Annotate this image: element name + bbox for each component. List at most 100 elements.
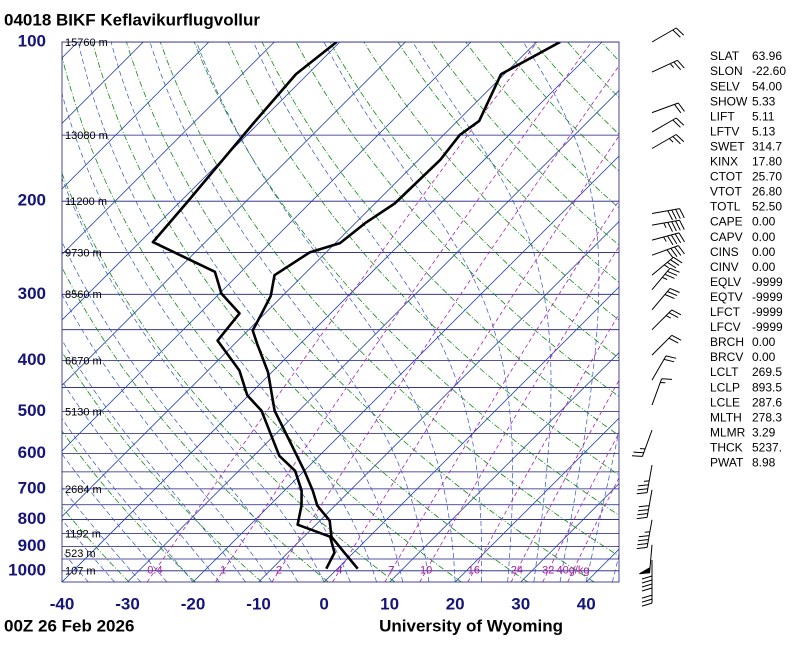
stat-label: CINV — [710, 260, 739, 274]
stat-label: MLTH — [710, 410, 742, 424]
stat-value: -22.60 — [752, 64, 786, 78]
stat-value: 52.50 — [752, 200, 782, 214]
stat-value: 0.00 — [752, 335, 776, 349]
stat-value: -9999 — [752, 305, 783, 319]
y-tick-label: 500 — [18, 401, 46, 420]
stat-value: 0.00 — [752, 215, 776, 229]
y-tick-label: 1000 — [8, 560, 46, 579]
height-label: 8560 m — [65, 289, 102, 301]
isotherm — [0, 42, 274, 582]
wind-barb — [652, 220, 684, 231]
dry-adiabat — [0, 42, 195, 582]
y-tick-label: 800 — [18, 509, 46, 528]
x-tick-label: -10 — [246, 594, 271, 613]
mixing-ratio-line — [385, 42, 724, 582]
height-label: 5130 m — [65, 407, 102, 419]
height-label: 15760 m — [65, 37, 108, 49]
stat-label: THCK — [710, 440, 743, 454]
x-tick-label: 10 — [380, 594, 399, 613]
height-label: 13080 m — [65, 130, 108, 142]
mixing-ratio-label: 4 — [336, 565, 342, 577]
mixing-ratio-label: 24 — [511, 565, 523, 577]
stat-value: 0.00 — [752, 260, 776, 274]
footer-time: 00Z 26 Feb 2026 — [4, 616, 134, 635]
height-label: 6670 m — [65, 355, 102, 367]
wind-barb — [637, 520, 652, 549]
dry-adiabat — [0, 42, 63, 582]
stat-label: BRCV — [710, 350, 743, 364]
y-tick-label: 600 — [18, 443, 46, 462]
stat-value: -9999 — [752, 290, 783, 304]
isotherm — [0, 42, 78, 582]
stat-value: 269.5 — [752, 365, 782, 379]
stat-value: 287.6 — [752, 395, 782, 409]
x-tick-label: -20 — [181, 594, 206, 613]
wind-barb — [652, 60, 684, 72]
mixing-ratio-label: 10 — [420, 565, 432, 577]
dry-adiabat — [126, 42, 594, 582]
mixing-ratio-label: 0.4 — [147, 565, 162, 577]
mixing-ratio-label: 32 — [542, 565, 554, 577]
stat-label: LFCV — [710, 320, 741, 334]
moist-adiabat — [0, 42, 88, 582]
footer-source: University of Wyoming — [379, 616, 563, 635]
plot-area — [0, 42, 800, 582]
height-label: 1192 m — [65, 528, 101, 540]
wind-barb — [652, 233, 685, 245]
mixing-ratio-line — [272, 42, 636, 582]
moist-adiabat — [150, 42, 429, 582]
wind-barb — [652, 246, 685, 259]
profile-line — [253, 42, 560, 569]
x-tick-label: 30 — [511, 594, 530, 613]
moist-adiabat — [50, 42, 351, 582]
wind-barb — [639, 545, 652, 574]
stat-value: 0.00 — [752, 245, 776, 259]
isotherm — [0, 42, 12, 582]
stat-value: 0.00 — [752, 350, 776, 364]
stat-label: BRCH — [710, 335, 744, 349]
stat-value: 54.00 — [752, 79, 782, 93]
stat-label: SWET — [710, 139, 745, 153]
isotherm — [193, 42, 733, 582]
moist-adiabat — [253, 42, 481, 582]
x-tick-label: 20 — [446, 594, 465, 613]
stat-value: 26.80 — [752, 185, 782, 199]
moist-adiabat — [0, 42, 114, 582]
stat-value: 3.29 — [752, 425, 776, 439]
mixing-ratio-label: 40g/kg — [557, 565, 590, 577]
dry-adiabat — [0, 42, 262, 582]
stat-value: 63.96 — [752, 49, 782, 63]
stat-label: TOTL — [710, 200, 741, 214]
dry-adiabat — [432, 42, 800, 582]
isotherm — [0, 42, 536, 582]
dry-adiabat — [0, 42, 129, 582]
moist-adiabat — [0, 42, 219, 582]
height-label: 523 m — [65, 548, 96, 560]
height-label: 107 m — [65, 566, 96, 578]
x-tick-label: -30 — [115, 594, 140, 613]
isotherm — [455, 42, 800, 582]
wind-barb — [652, 135, 684, 149]
wind-barb — [652, 288, 680, 309]
wind-barb — [652, 118, 684, 132]
wind-barb — [632, 430, 652, 456]
chart-title: 04018 BIKF Keflavikurflugvollur — [4, 10, 260, 29]
stat-label: VTOT — [710, 185, 742, 199]
stat-label: CAPE — [710, 215, 743, 229]
stat-label: EQTV — [710, 290, 743, 304]
wind-barb — [652, 28, 684, 42]
height-label: 9730 m — [65, 247, 102, 259]
dry-adiabat — [59, 42, 462, 582]
wind-barb — [652, 356, 676, 380]
y-tick-label: 300 — [18, 284, 46, 303]
wind-barb — [652, 379, 672, 405]
stat-label: LCLP — [710, 380, 740, 394]
stat-label: LCLT — [710, 365, 739, 379]
mixing-ratio-line — [420, 42, 751, 582]
stat-label: SLON — [710, 64, 743, 78]
moist-adiabat — [0, 42, 167, 582]
isotherm — [62, 42, 602, 582]
stat-label: LFCT — [710, 305, 741, 319]
